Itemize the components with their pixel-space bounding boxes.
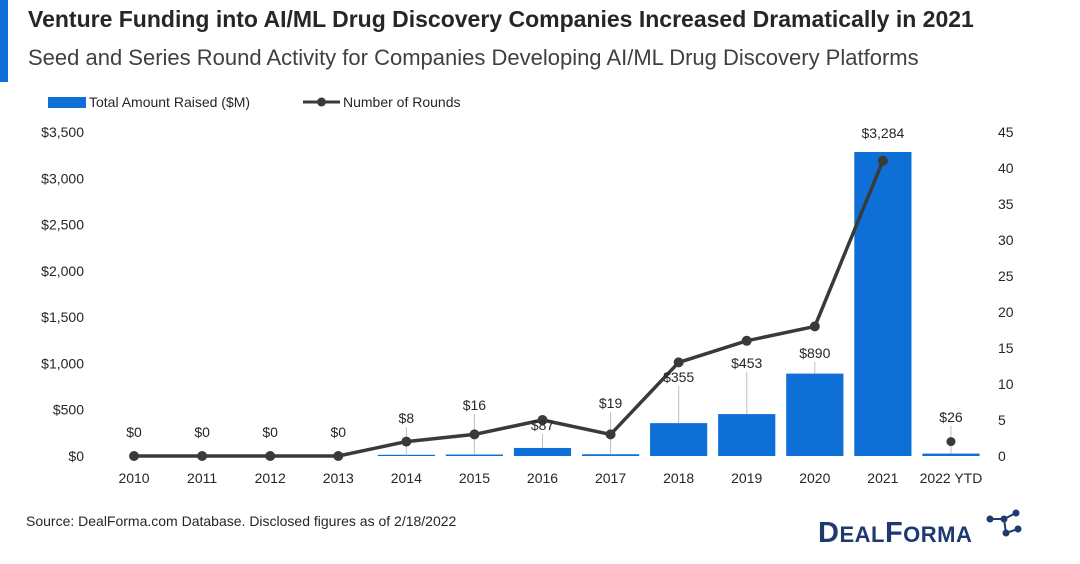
bar-2014: [377, 454, 435, 456]
x-tick-label: 2014: [391, 470, 422, 486]
bar-2020: [786, 373, 844, 456]
bar-value-label: $8: [399, 410, 415, 426]
logo-dots-icon: [986, 509, 1022, 537]
bar-2016: [513, 447, 572, 456]
x-tick-label: 2012: [255, 470, 286, 486]
bar-value-label: $890: [799, 345, 830, 361]
x-tick-label: 2017: [595, 470, 626, 486]
legend-swatch-bar: [48, 97, 86, 108]
y-left-tick-label: $1,500: [41, 309, 84, 325]
bar-value-label: $26: [939, 409, 963, 425]
rounds-marker: [129, 451, 140, 461]
y-right-tick-label: 20: [998, 304, 1014, 320]
x-tick-label: 2022 YTD: [920, 470, 983, 486]
y-right-tick-label: 35: [998, 196, 1014, 212]
bar-value-label: $0: [330, 424, 346, 440]
y-right-tick-label: 25: [998, 268, 1014, 284]
x-tick-label: 2018: [663, 470, 694, 486]
rounds-marker: [605, 429, 616, 440]
bar-value-label: $87: [531, 417, 555, 433]
chart-title: Venture Funding into AI/ML Drug Discover…: [28, 6, 974, 32]
bar-2018: [650, 423, 708, 456]
x-tick-label: 2011: [187, 470, 217, 486]
rounds-marker: [469, 429, 480, 440]
rounds-marker: [946, 437, 956, 447]
x-tick-label: 2019: [731, 470, 762, 486]
legend: Total Amount Raised ($M) Number of Round…: [48, 94, 461, 110]
legend-label-rounds: Number of Rounds: [343, 94, 461, 110]
rounds-marker: [401, 436, 412, 447]
bar-value-label: $0: [194, 424, 210, 440]
bar-value-label: $19: [599, 395, 623, 411]
rounds-marker: [333, 451, 344, 461]
rounds-marker: [673, 357, 684, 368]
y-left-tick-label: $2,000: [41, 263, 84, 279]
y-axis-left: $0 $500 $1,000 $1,500 $2,000 $2,500 $3,000 $3,5…: [41, 124, 84, 464]
bar-value-label: $3,284: [861, 125, 904, 141]
x-tick-label: 2021: [867, 470, 898, 486]
x-tick-label: 2016: [527, 470, 558, 486]
legend-swatch-marker: [317, 97, 326, 107]
bar-2022-ytd: [922, 453, 980, 456]
logo-wordmark: DEALFORMA: [818, 517, 973, 549]
bar-series: [377, 151, 980, 456]
x-axis-labels: 2010 2011 2012 2013 2014 2015 2016 2017 2018 2019…: [118, 470, 982, 486]
bar-data-labels: $0 $0 $0 $0 $8 $16 $87 $19 $355 $453 $890 $3,284 $26: [126, 125, 963, 440]
bar-value-label: $0: [262, 424, 278, 440]
bar-value-label: $16: [463, 397, 487, 413]
rounds-marker: [741, 335, 752, 346]
y-right-tick-label: 40: [998, 160, 1014, 176]
y-left-tick-label: $3,500: [41, 124, 84, 140]
y-right-tick-label: 5: [998, 412, 1006, 428]
x-tick-label: 2020: [799, 470, 830, 486]
bar-2017: [581, 454, 640, 456]
line-series: [129, 155, 956, 461]
bar-value-label: $355: [663, 369, 694, 385]
y-left-tick-label: $1,000: [41, 355, 84, 371]
x-tick-label: 2013: [323, 470, 354, 486]
bar-2019: [718, 414, 776, 456]
y-axis-right: 0 5 10 15 20 25 30 35 40 45: [998, 124, 1014, 464]
bar-2015: [445, 454, 504, 456]
chart-subtitle: Seed and Series Round Activity for Compa…: [28, 45, 919, 70]
rounds-marker: [537, 415, 548, 425]
rounds-marker: [265, 451, 276, 461]
y-right-tick-label: 0: [998, 448, 1006, 464]
title-accent-bar: [0, 0, 8, 82]
legend-label-amount: Total Amount Raised ($M): [89, 94, 250, 110]
y-left-tick-label: $2,500: [41, 217, 84, 233]
rounds-marker: [877, 155, 888, 166]
y-right-tick-label: 10: [998, 376, 1014, 392]
rounds-marker: [197, 451, 208, 461]
rounds-marker: [809, 321, 820, 332]
dealforma-logo: DEALFORMA: [792, 505, 1062, 555]
y-right-tick-label: 15: [998, 340, 1014, 356]
y-right-tick-label: 30: [998, 232, 1014, 248]
y-right-tick-label: 45: [998, 124, 1014, 140]
bar-2021: [854, 151, 912, 456]
bar-value-label: $453: [731, 355, 762, 371]
x-tick-label: 2015: [459, 470, 490, 486]
x-tick-label: 2010: [118, 470, 149, 486]
rounds-line: [134, 160, 885, 458]
y-left-tick-label: $3,000: [41, 170, 84, 186]
y-left-tick-label: $500: [53, 402, 84, 418]
y-left-tick-label: $0: [68, 448, 84, 464]
source-note: Source: DealForma.com Database. Disclose…: [26, 513, 457, 529]
bar-value-label: $0: [126, 424, 142, 440]
